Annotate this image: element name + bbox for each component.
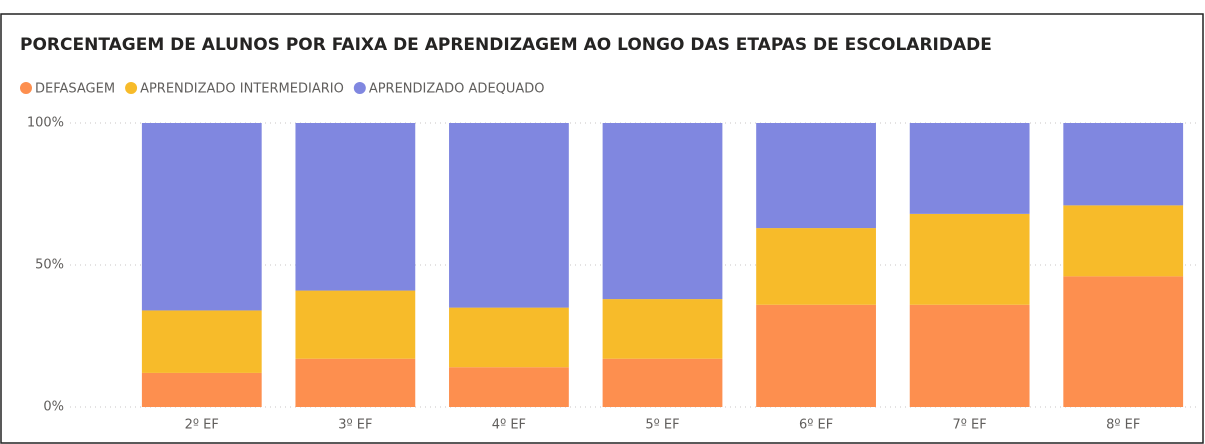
legend-label: DEFASAGEM xyxy=(35,82,115,97)
x-tick-label: 8º EF xyxy=(1106,418,1140,433)
bar-segment xyxy=(909,123,1030,214)
y-tick-label: 100% xyxy=(27,116,64,131)
bar-segment xyxy=(602,299,723,359)
bar-segment xyxy=(909,213,1030,305)
bar-segment xyxy=(295,123,416,291)
bar-segment xyxy=(141,123,262,311)
bar-segment xyxy=(449,123,569,308)
bar-segment xyxy=(449,367,569,407)
bar-segment xyxy=(1063,205,1184,277)
x-tick-label: 2º EF xyxy=(185,418,219,433)
bar-segment xyxy=(295,290,416,359)
bar-segment xyxy=(602,123,723,300)
legend-marker xyxy=(353,82,366,94)
x-tick-label: 7º EF xyxy=(953,418,987,433)
x-tick-label: 4º EF xyxy=(492,418,526,433)
legend-marker xyxy=(125,82,138,94)
legend-label: APRENDIZADO ADEQUADO xyxy=(369,82,545,97)
bar-segment xyxy=(756,304,876,407)
bar-segment xyxy=(141,372,262,407)
x-tick-label: 3º EF xyxy=(338,418,372,433)
bar-segment xyxy=(141,310,262,373)
bar-segment xyxy=(602,358,723,407)
bar-segment xyxy=(909,304,1030,407)
bar-segment xyxy=(449,307,569,368)
legend-label: APRENDIZADO INTERMEDIARIO xyxy=(140,82,344,97)
x-tick-label: 5º EF xyxy=(645,418,679,433)
bar-segment xyxy=(1063,276,1184,407)
chart-title: PORCENTAGEM DE ALUNOS POR FAIXA DE APREN… xyxy=(20,35,992,55)
y-tick-label: 0% xyxy=(43,400,64,415)
y-tick-label: 50% xyxy=(35,258,64,273)
frame xyxy=(0,13,1204,444)
bar-segment xyxy=(756,228,876,305)
bar-segment xyxy=(756,123,876,229)
bar-segment xyxy=(295,358,416,407)
legend-marker xyxy=(20,82,32,94)
bar-segment xyxy=(1063,123,1184,206)
x-tick-label: 6º EF xyxy=(799,418,833,433)
